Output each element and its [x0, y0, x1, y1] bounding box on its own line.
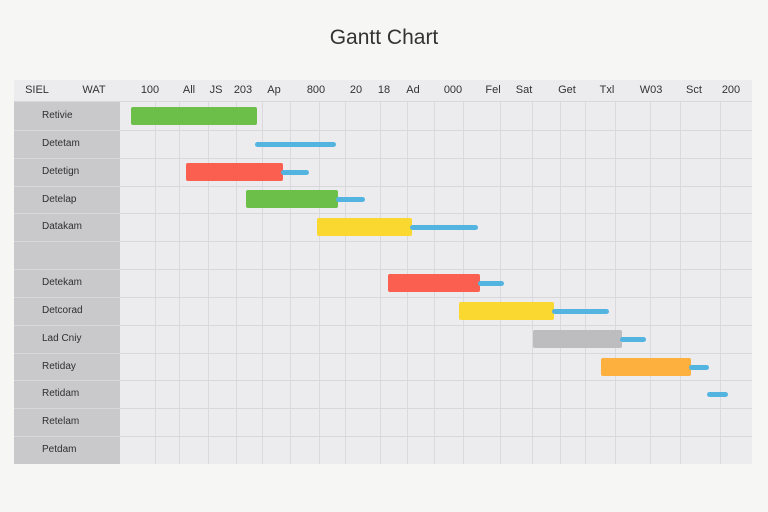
row-label: Retelam — [42, 416, 80, 428]
row-divider — [14, 269, 752, 271]
grid-line — [680, 102, 681, 464]
task-tail — [478, 281, 505, 286]
row-divider — [14, 129, 752, 131]
row-label: Retiday — [42, 360, 76, 372]
row-label: Retivie — [42, 110, 73, 121]
grid-line — [290, 102, 291, 464]
grid-line — [262, 102, 263, 464]
task-tail — [707, 392, 728, 398]
grid-line — [345, 102, 346, 464]
row-label: Detetign — [42, 165, 80, 177]
column-header: JS — [209, 84, 223, 96]
task-tail — [336, 197, 365, 203]
column-header: 18 — [377, 84, 391, 96]
column-header: 203 — [233, 84, 253, 96]
row-divider — [14, 157, 752, 159]
row-divider — [14, 213, 752, 215]
grid-line — [585, 102, 586, 464]
row-label: Retidam — [42, 388, 80, 400]
grid-line — [155, 102, 156, 464]
grid-line — [650, 102, 651, 464]
task-bar[interactable] — [130, 106, 257, 125]
column-header: Txl — [599, 84, 615, 96]
column-header: Ad — [406, 84, 420, 96]
grid-line — [319, 102, 320, 464]
row-label-column: Retivie Detetam Detetign Detelap Datakam Dete… — [14, 102, 120, 464]
column-header: Get — [558, 84, 576, 96]
row-label — [14, 241, 120, 269]
column-header: 100 — [140, 84, 160, 96]
column-header: Sct — [686, 84, 702, 96]
row-divider — [14, 436, 752, 438]
chart-title: Gantt Chart — [329, 26, 439, 49]
column-header: Ap — [267, 84, 281, 96]
row-divider — [14, 296, 752, 298]
column-header: Sat — [515, 84, 533, 96]
task-bar[interactable] — [388, 274, 481, 292]
gantt-chart: SIEL WAT 100 All JS 203 Ap 800 20 18 Ad 000 Fel Sat Ge… — [14, 80, 752, 464]
row-label: Detetam — [42, 137, 80, 149]
row-label: Petdam — [42, 444, 77, 456]
column-header: Fel — [485, 84, 501, 96]
column-header: All — [182, 84, 196, 96]
row-label: Detcorad — [42, 304, 83, 316]
header-row: SIEL WAT 100 All JS 203 Ap 800 20 18 Ad 000 Fel Sat Ge… — [14, 80, 752, 102]
task-bar[interactable] — [185, 162, 284, 181]
grid-line — [615, 102, 616, 464]
row-label: Datakam — [42, 221, 83, 233]
task-bar[interactable] — [246, 190, 339, 209]
row-divider — [14, 380, 752, 382]
grid-line — [236, 102, 237, 464]
task-tail — [688, 364, 710, 370]
task-bar[interactable] — [533, 329, 623, 348]
timeline-grid — [120, 102, 752, 464]
row-label: Detekam — [42, 277, 83, 289]
grid-line — [179, 102, 180, 464]
row-divider — [14, 241, 752, 243]
grid-line — [560, 102, 561, 464]
row-label: Detelap — [42, 193, 77, 205]
task-tail — [552, 308, 610, 314]
row-divider — [14, 324, 752, 326]
row-divider — [14, 185, 752, 187]
grid-line — [380, 102, 381, 464]
column-header: 800 — [306, 84, 326, 96]
row-divider — [14, 352, 752, 354]
grid-line — [720, 102, 721, 464]
column-header: SIEL — [25, 84, 49, 96]
task-bar[interactable] — [317, 218, 413, 237]
grid-line — [208, 102, 209, 464]
task-tail — [254, 141, 336, 147]
column-header: 200 — [721, 84, 741, 96]
task-tail — [410, 225, 478, 231]
grid-line — [532, 102, 533, 464]
task-tail — [620, 336, 647, 342]
column-header: 000 — [443, 84, 463, 96]
column-header: 20 — [349, 84, 363, 96]
row-divider — [14, 408, 752, 410]
task-bar[interactable] — [459, 301, 555, 320]
task-bar[interactable] — [601, 357, 691, 376]
column-header: W03 — [639, 84, 663, 96]
column-header: WAT — [82, 84, 106, 96]
row-label: Lad Cniy — [42, 332, 82, 344]
task-tail — [281, 169, 310, 175]
